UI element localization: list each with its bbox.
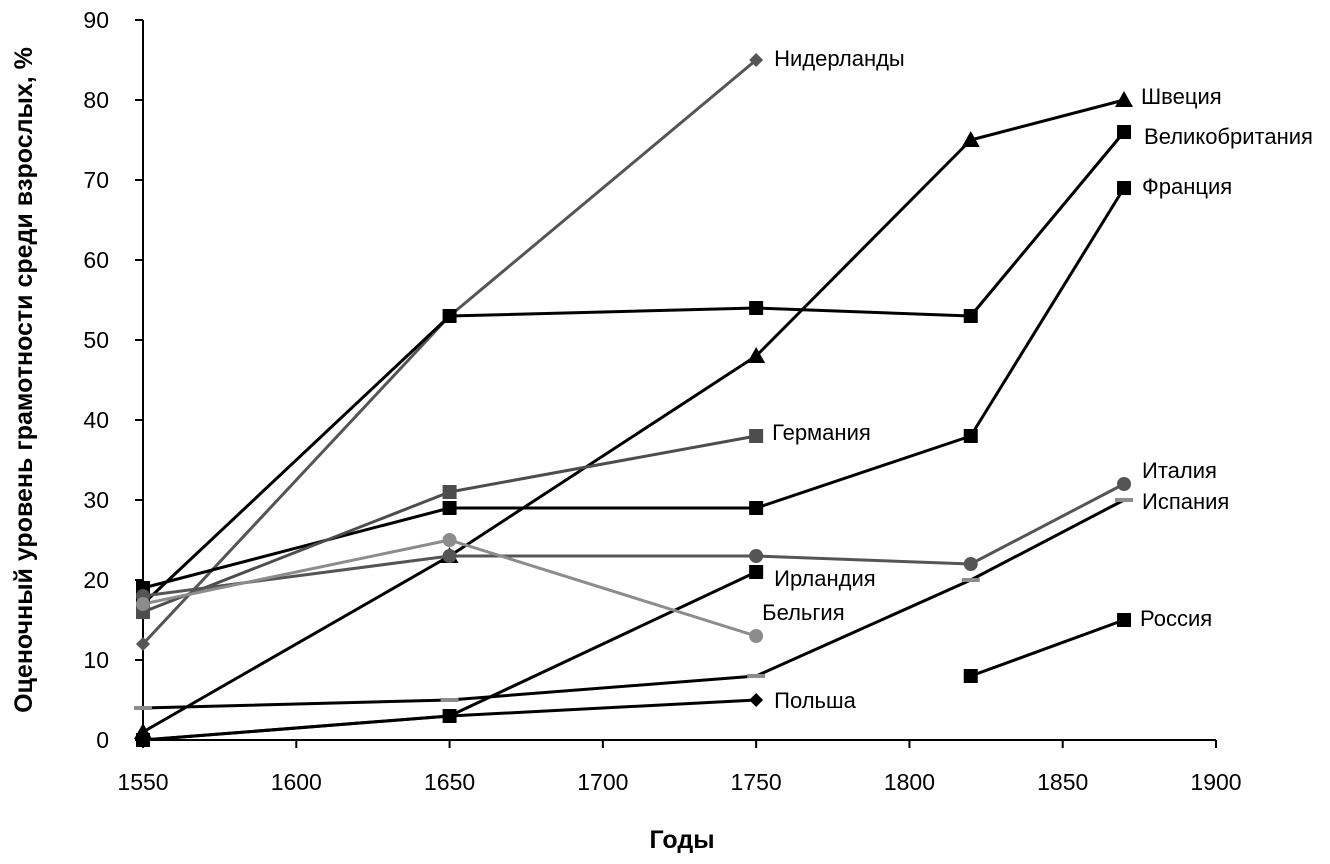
y-tick-label: 50 [83, 327, 109, 353]
series-великобритания-point [1117, 125, 1132, 139]
series-испания-point [440, 698, 459, 702]
x-tick-label: 1550 [117, 769, 168, 795]
series-испания-point [1115, 498, 1134, 502]
series-польша-label: Польша [774, 688, 857, 713]
series-германия-label: Германия [772, 420, 871, 445]
y-tick-label: 60 [83, 247, 109, 273]
y-tick-label: 0 [96, 727, 109, 753]
series-франция-point [442, 501, 457, 515]
series-польша-point [749, 693, 764, 707]
series-польша-point [442, 709, 457, 723]
series-германия-point [749, 429, 764, 443]
x-tick-label: 1800 [884, 769, 935, 795]
series-франция-line [142, 187, 1126, 590]
x-axis-title: Годы [649, 826, 714, 854]
y-tick-label: 80 [83, 87, 109, 113]
series-испания-point [747, 674, 766, 678]
series-италия-label: Италия [1142, 458, 1217, 483]
x-tick-label: 1600 [271, 769, 322, 795]
series-великобритания-point [963, 309, 978, 323]
series-италия-point [749, 549, 764, 563]
series-испания-point [961, 578, 980, 582]
y-axis-title: Оценочный уровень грамотности среди взро… [10, 47, 38, 713]
series-италия-point [963, 557, 978, 571]
series-россия-point [1117, 613, 1132, 627]
series-lines [141, 58, 1126, 742]
series-великобритания-point [442, 309, 457, 323]
series-бельгия-label: Бельгия [762, 600, 844, 625]
series-италия-point [1117, 477, 1132, 491]
series-бельгия-point [442, 533, 457, 547]
y-tick-label: 20 [83, 567, 109, 593]
series-франция-point [1117, 181, 1132, 195]
series-нидерланды-label: Нидерланды [774, 46, 905, 71]
series-labels: Нидерланды Швеция Великобритания Франция Гер… [762, 46, 1313, 713]
axes: 1550 1600 1650 1700 1750 1800 1850 1900 0 10 20 30 4… [83, 7, 1241, 795]
x-tick-label: 1700 [577, 769, 628, 795]
series-россия-label: Россия [1140, 606, 1212, 631]
series-польша-point [136, 733, 150, 747]
x-tick-label: 1750 [731, 769, 782, 795]
x-tick-label: 1900 [1190, 769, 1241, 795]
series-швеция-point [1115, 91, 1134, 107]
y-tick-label: 90 [83, 7, 109, 33]
series-ирландия-label: Ирландия [774, 566, 876, 591]
series-швеция-label: Швеция [1141, 84, 1222, 109]
y-tick-label: 70 [83, 167, 109, 193]
series-великобритания-line [141, 131, 1126, 606]
y-tick-label: 30 [83, 487, 109, 513]
series-франция-point [749, 501, 764, 515]
series-россия-line [970, 618, 1125, 678]
series-ирландия-point [749, 565, 764, 579]
series-великобритания-label: Великобритания [1144, 124, 1313, 149]
series-испания-label: Испания [1142, 489, 1229, 514]
series-швеция-point [747, 347, 766, 363]
series-франция-point [963, 429, 978, 443]
series-россия-point [963, 669, 978, 683]
series-великобритания-point [749, 301, 764, 315]
series-markers [134, 53, 1134, 747]
series-франция-label: Франция [1142, 174, 1232, 199]
series-нидерланды-point [749, 53, 764, 67]
series-испания-point [134, 706, 152, 710]
series-германия-point [442, 485, 457, 499]
series-бельгия-point [749, 629, 764, 643]
series-нидерланды-point [136, 637, 150, 651]
series-швеция-point [961, 131, 980, 147]
series-бельгия-point [136, 597, 150, 611]
series-швеция-line [142, 98, 1125, 734]
y-tick-label: 10 [83, 647, 109, 673]
x-tick-label: 1650 [424, 769, 475, 795]
x-tick-label: 1850 [1037, 769, 1088, 795]
series-италия-point [442, 549, 457, 563]
y-tick-label: 40 [83, 407, 109, 433]
